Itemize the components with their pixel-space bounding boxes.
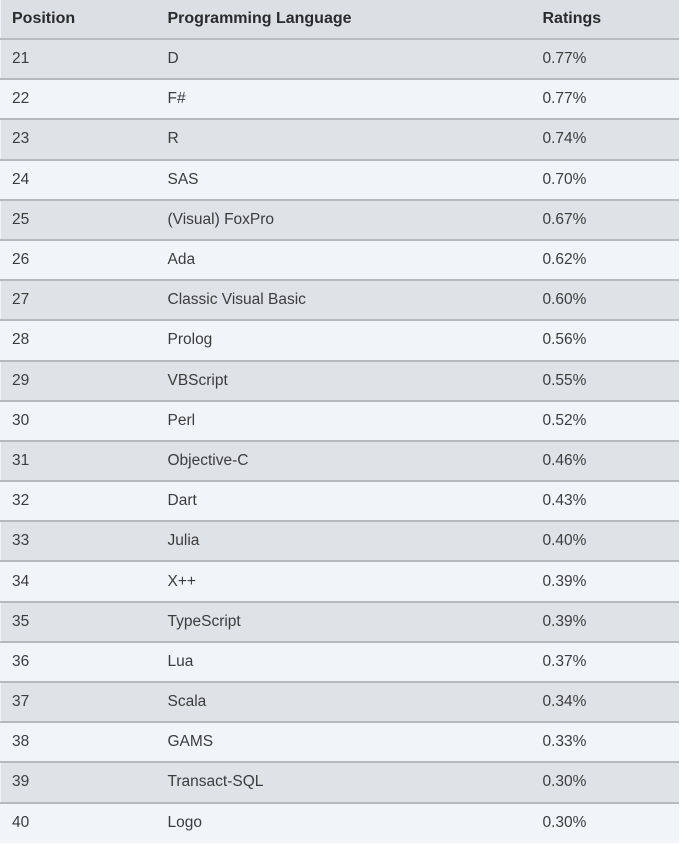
rating-cell: 0.33% [530,722,679,764]
position-cell: 36 [0,641,156,684]
table-row: 25 (Visual) FoxPro 0.67% [0,199,679,241]
rating-cell: 0.70% [530,159,679,201]
language-cell: TypeScript [155,601,531,643]
table-header: Position Programming Language Ratings [0,0,679,40]
rating-cell: 0.52% [530,400,679,442]
ratings-column-header: Ratings [530,0,679,40]
position-cell: 31 [0,440,156,483]
language-cell: Classic Visual Basic [155,280,531,322]
position-cell: 38 [0,722,156,764]
rating-cell: 0.55% [530,360,679,402]
rating-cell: 0.43% [530,481,679,523]
table-row: 34 X++ 0.39% [0,561,679,603]
position-cell: 24 [0,159,156,201]
language-cell: R [155,119,531,161]
rating-cell: 0.56% [530,320,679,362]
table-body: 21 D 0.77% 22 F# 0.77% 23 R 0.74% 24 SAS 0.70% 25 (Vi… [0,39,679,843]
table-row: 36 Lua 0.37% [0,641,679,684]
language-cell: Lua [155,641,531,684]
position-column-header: Position [0,0,156,40]
position-cell: 28 [0,320,156,362]
position-cell: 40 [12,814,30,832]
rating-cell: 0.62% [530,239,679,282]
rating-cell: 0.39% [530,561,679,603]
position-cell: 34 [0,561,156,603]
language-cell: Julia [155,521,531,563]
position-cell: 32 [0,481,156,523]
table-row: 35 TypeScript 0.39% [0,601,679,643]
position-cell: 35 [0,601,156,643]
position-cell: 37 [0,682,156,724]
language-cell: SAS [155,159,531,201]
table-row: 32 Dart 0.43% [0,481,679,523]
table-row: 22 F# 0.77% [0,79,679,121]
table-row: 26 Ada 0.62% [0,239,679,282]
rating-cell: 0.67% [530,199,679,241]
position-cell: 25 [0,199,156,241]
rating-cell: 0.74% [530,119,679,161]
language-cell: Scala [155,682,531,724]
language-cell: F# [155,79,531,121]
table-row: 33 Julia 0.40% [0,521,679,563]
position-cell: 29 [0,360,156,402]
table-row: 27 Classic Visual Basic 0.60% [0,280,679,322]
language-cell: D [155,39,531,81]
position-cell: 27 [0,280,156,322]
language-cell: GAMS [155,722,531,764]
position-cell: 30 [0,400,156,442]
table-row: 39 Transact-SQL 0.30% [0,762,679,804]
table-row: 24 SAS 0.70% [0,159,679,201]
language-cell: Dart [155,481,531,523]
position-cell: 33 [0,521,156,563]
rating-cell: 0.46% [530,440,679,483]
table-row: 40 Logo 0.30% [0,802,679,843]
rating-cell: 0.60% [530,280,679,322]
rating-cell: 0.39% [530,601,679,643]
position-cell: 39 [0,762,156,804]
rating-cell: 0.34% [530,682,679,724]
rating-cell: 0.40% [530,521,679,563]
language-cell: Transact-SQL [155,762,531,804]
table-row: 21 D 0.77% [0,39,679,81]
language-cell: (Visual) FoxPro [155,199,531,241]
language-cell: Objective-C [155,440,531,483]
language-cell: Prolog [155,320,531,362]
header-row: Position Programming Language Ratings [0,0,679,40]
table-row: 28 Prolog 0.56% [0,320,679,362]
rating-cell: 0.77% [530,79,679,121]
language-cell: X++ [155,561,531,603]
table-row: 29 VBScript 0.55% [0,360,679,402]
language-cell: Perl [155,400,531,442]
position-cell: 21 [0,39,156,81]
position-cell: 22 [0,79,156,121]
language-cell: Ada [155,239,531,282]
language-cell: Logo [167,814,202,832]
rating-cell: 0.77% [530,39,679,81]
table-row: 31 Objective-C 0.46% [0,440,679,483]
table-row: 23 R 0.74% [0,119,679,161]
rating-cell: 0.30% [530,762,679,804]
rating-cell: 0.37% [530,641,679,684]
language-column-header: Programming Language [155,0,531,40]
table-row: 37 Scala 0.34% [0,682,679,724]
table-row: 30 Perl 0.52% [0,400,679,442]
table-row: 38 GAMS 0.33% [0,722,679,764]
position-cell: 23 [0,119,156,161]
language-cell: VBScript [155,360,531,402]
position-cell: 26 [0,239,156,282]
rating-cell: 0.30% [542,814,587,832]
